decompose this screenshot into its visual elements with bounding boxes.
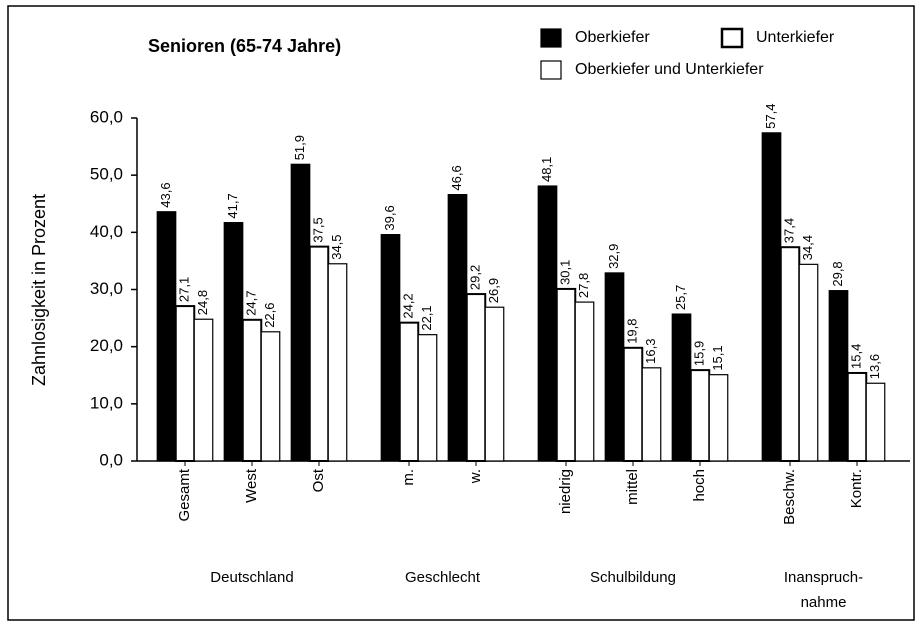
x-tick-label: w. bbox=[467, 469, 484, 484]
value-label: 16,3 bbox=[643, 339, 658, 364]
y-tick-label: 0,0 bbox=[99, 450, 123, 469]
bar bbox=[465, 293, 487, 462]
bar bbox=[380, 234, 401, 462]
value-label: 48,1 bbox=[539, 157, 554, 182]
group-label: Geschlecht bbox=[405, 569, 481, 586]
group-label: Deutschland bbox=[210, 569, 293, 586]
y-tick-label: 60,0 bbox=[90, 107, 123, 126]
bar bbox=[798, 263, 819, 462]
bar bbox=[174, 305, 196, 462]
value-label: 37,5 bbox=[310, 217, 325, 242]
bar bbox=[761, 132, 782, 462]
x-tick-label: Ost bbox=[310, 468, 327, 492]
value-label: 27,8 bbox=[576, 273, 591, 298]
chart-title: Senioren (65-74 Jahre) bbox=[148, 36, 341, 56]
y-tick-label: 50,0 bbox=[90, 165, 123, 184]
value-label: 19,8 bbox=[624, 318, 639, 343]
x-tick-label: West bbox=[243, 468, 260, 503]
x-tick-label: Beschw. bbox=[781, 469, 798, 525]
value-label: 34,4 bbox=[800, 235, 815, 260]
value-label: 43,6 bbox=[158, 182, 173, 207]
value-label: 51,9 bbox=[292, 135, 307, 160]
bar bbox=[156, 211, 177, 462]
y-tick-label: 20,0 bbox=[90, 336, 123, 355]
bar bbox=[604, 272, 625, 462]
value-label: 30,1 bbox=[557, 260, 572, 285]
y-tick-label: 40,0 bbox=[90, 222, 123, 241]
bar bbox=[537, 185, 558, 462]
value-label: 34,5 bbox=[329, 234, 344, 259]
bar bbox=[308, 245, 330, 462]
bar bbox=[641, 367, 662, 462]
legend-label: Unterkiefer bbox=[756, 29, 835, 46]
value-label: 15,9 bbox=[691, 341, 706, 366]
legend-swatch bbox=[540, 28, 562, 48]
value-label: 27,1 bbox=[176, 277, 191, 302]
legend-label: Oberkiefer und Unterkiefer bbox=[575, 61, 764, 78]
value-label: 32,9 bbox=[606, 244, 621, 269]
bar bbox=[447, 194, 468, 462]
value-label: 37,4 bbox=[781, 218, 796, 243]
value-label: 15,4 bbox=[848, 344, 863, 369]
bar bbox=[846, 371, 868, 463]
value-label: 26,9 bbox=[486, 278, 501, 303]
bar bbox=[223, 222, 244, 462]
bar bbox=[622, 346, 644, 462]
bar bbox=[327, 263, 348, 462]
group-label: Schulbildung bbox=[590, 569, 676, 586]
value-label: 24,8 bbox=[195, 290, 210, 315]
bar bbox=[708, 374, 729, 462]
value-label: 39,6 bbox=[382, 205, 397, 230]
legend-swatch bbox=[720, 27, 744, 49]
bar bbox=[865, 382, 886, 462]
bar bbox=[689, 369, 711, 463]
legend-label: Oberkiefer bbox=[575, 29, 650, 46]
value-label: 22,1 bbox=[419, 305, 434, 330]
y-tick-label: 30,0 bbox=[90, 279, 123, 298]
x-tick-label: niedrig bbox=[557, 469, 574, 514]
group-label: nahme bbox=[801, 594, 847, 611]
y-tick-label: 10,0 bbox=[90, 393, 123, 412]
bar bbox=[241, 318, 263, 462]
x-tick-label: hoch bbox=[691, 469, 708, 502]
value-label: 24,7 bbox=[243, 290, 258, 315]
value-label: 29,8 bbox=[830, 261, 845, 286]
bar bbox=[484, 306, 505, 462]
value-label: 13,6 bbox=[867, 354, 882, 379]
bar bbox=[555, 287, 577, 463]
bar bbox=[779, 246, 801, 462]
bar bbox=[671, 313, 692, 462]
legend-swatch bbox=[540, 60, 562, 80]
x-tick-label: m. bbox=[400, 469, 417, 486]
value-label: 15,1 bbox=[710, 345, 725, 370]
bar bbox=[398, 321, 420, 463]
value-label: 29,2 bbox=[467, 265, 482, 290]
bar bbox=[417, 334, 438, 462]
bar bbox=[828, 290, 849, 462]
bar bbox=[260, 331, 281, 462]
x-tick-label: mittel bbox=[624, 469, 641, 505]
x-tick-label: Kontr. bbox=[848, 469, 865, 508]
bar bbox=[290, 163, 311, 462]
value-label: 57,4 bbox=[763, 104, 778, 129]
frame bbox=[7, 5, 915, 621]
value-label: 24,2 bbox=[400, 293, 415, 318]
x-tick-label: Gesamt bbox=[176, 468, 193, 521]
value-label: 22,6 bbox=[262, 302, 277, 327]
group-label: Inanspruch- bbox=[784, 569, 863, 586]
bar bbox=[193, 318, 214, 462]
value-label: 25,7 bbox=[673, 285, 688, 310]
value-label: 46,6 bbox=[449, 165, 464, 190]
value-label: 41,7 bbox=[225, 193, 240, 218]
bar bbox=[574, 301, 595, 462]
y-axis-label: Zahnlosigkeit in Prozent bbox=[29, 194, 49, 386]
